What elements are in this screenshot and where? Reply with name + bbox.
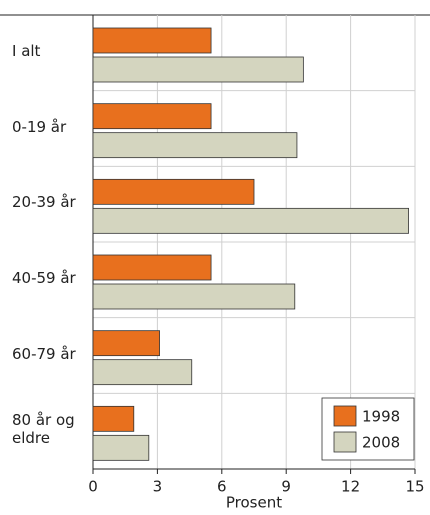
x-tick-label: 3 <box>153 478 163 496</box>
bar <box>92 178 255 205</box>
y-tick-label: 80 år og eldre <box>12 411 75 448</box>
y-tick-label: I alt <box>12 41 41 60</box>
bar <box>92 254 212 281</box>
bar <box>92 56 304 83</box>
y-tick-label: 40-59 år <box>12 268 76 287</box>
y-tick-label: 0-19 år <box>12 117 67 136</box>
bar <box>92 103 212 130</box>
bar <box>92 330 160 357</box>
x-tick-label: 6 <box>217 478 227 496</box>
x-axis-label: Prosent <box>226 494 282 512</box>
y-tick-label: 60-79 år <box>12 344 76 363</box>
x-tick-label: 15 <box>405 478 424 496</box>
bar <box>92 207 409 234</box>
bar <box>92 283 296 310</box>
y-tick-label: 20-39 år <box>12 193 76 212</box>
legend-swatch <box>333 431 357 453</box>
legend-label: 2008 <box>362 434 400 452</box>
bar <box>92 359 193 386</box>
x-tick-label: 0 <box>88 478 98 496</box>
legend-swatch <box>333 405 357 427</box>
bar <box>92 27 212 54</box>
bar <box>92 434 150 461</box>
bar <box>92 132 298 159</box>
x-tick-label: 9 <box>281 478 291 496</box>
legend-label: 1998 <box>362 408 400 426</box>
bar <box>92 405 135 432</box>
x-tick-label: 12 <box>341 478 360 496</box>
